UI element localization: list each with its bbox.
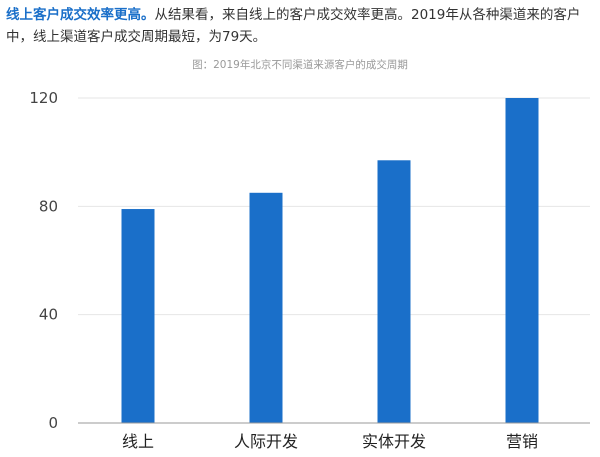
y-tick-label: 40 xyxy=(39,306,58,324)
y-axis-ticks: 0 40 80 120 xyxy=(29,89,58,432)
bar xyxy=(250,193,283,423)
x-tick-label: 人际开发 xyxy=(234,432,298,451)
x-tick-label: 线上 xyxy=(122,432,154,451)
bar xyxy=(506,98,539,423)
x-axis-labels: 线上 人际开发 实体开发 营销 xyxy=(122,432,538,451)
y-tick-label: 120 xyxy=(29,89,58,107)
y-tick-label: 0 xyxy=(48,414,58,432)
bars xyxy=(122,98,539,423)
x-tick-label: 实体开发 xyxy=(362,432,426,451)
bar xyxy=(378,160,411,423)
bar xyxy=(122,209,155,423)
y-tick-label: 80 xyxy=(39,197,58,215)
x-tick-label: 营销 xyxy=(506,432,538,451)
